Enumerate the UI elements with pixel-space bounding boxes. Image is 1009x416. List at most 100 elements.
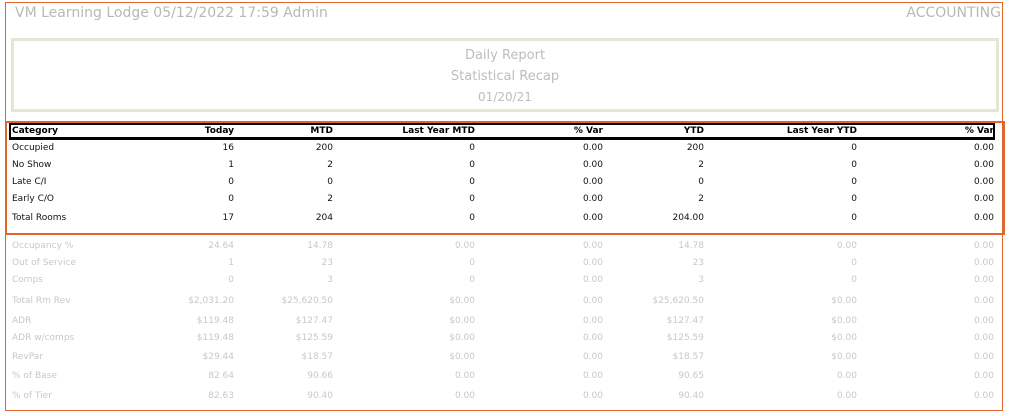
cell: 0 (698, 177, 704, 187)
cell: Comps (12, 275, 43, 285)
stats-row: Total Rm Rev $2,031.20 $25,620.50 $0.00 0.00… (0, 296, 1009, 312)
cell: $0.00 (831, 316, 857, 326)
cell: 3 (327, 275, 333, 285)
stats-row: % of Tier 82.63 90.40 0.00 0.00 90.40 0.00 0.00 (0, 391, 1009, 407)
cell: 0.00 (454, 241, 475, 251)
cell: 90.40 (678, 391, 704, 401)
cell: $0.00 (449, 352, 475, 362)
cell: 0.00 (582, 275, 603, 285)
report-subtitle: Statistical Recap (450, 69, 560, 84)
table-row: Total Rooms 17 204 0 0.00 204.00 0 0.00 (0, 213, 1009, 229)
cell: 0 (851, 177, 857, 187)
cell: 0.00 (836, 371, 857, 381)
cell: $127.47 (666, 316, 704, 326)
table-row: Early C/O 0 2 0 0.00 2 0 0.00 (0, 194, 1009, 210)
cell: 0.00 (454, 391, 475, 401)
cell: $0.00 (449, 316, 475, 326)
cell: $119.48 (196, 333, 234, 343)
table-row: Late C/I 0 0 0 0.00 0 0 0.00 (0, 177, 1009, 193)
stats-row: Out of Service 1 23 0 0.00 23 0 0.00 (0, 258, 1009, 274)
cell: Early C/O (12, 194, 54, 204)
cell: 82.64 (208, 371, 234, 381)
cell: % of Base (12, 371, 57, 381)
report-header-title: VM Learning Lodge 05/12/2022 17:59 Admin (15, 5, 328, 21)
cell: Late C/I (12, 177, 47, 187)
cell: RevPar (12, 352, 43, 362)
cell: 0 (327, 177, 333, 187)
cell: 0.00 (973, 316, 994, 326)
table-row: No Show 1 2 0 0.00 2 0 0.00 (0, 160, 1009, 176)
cell: 0.00 (582, 352, 603, 362)
cell: 82.63 (208, 391, 234, 401)
cell: 0 (469, 160, 475, 170)
cell: 23 (692, 258, 704, 268)
cell: 0.00 (973, 213, 994, 223)
cell: 0 (469, 194, 475, 204)
cell: 0.00 (973, 160, 994, 170)
cell: YTD (683, 126, 704, 136)
cell: 0.00 (973, 371, 994, 381)
cell: 90.65 (678, 371, 704, 381)
cell: 0 (228, 177, 234, 187)
cell: 0.00 (836, 391, 857, 401)
cell: 0.00 (582, 371, 603, 381)
stats-row: ADR w/comps $119.48 $125.59 $0.00 0.00 $125.5… (0, 333, 1009, 349)
cell: 23 (321, 258, 333, 268)
report-title-box: Daily Report Statistical Recap 01/20/21 (11, 38, 999, 112)
cell: 204 (315, 213, 333, 223)
cell: 0 (469, 258, 475, 268)
cell: $18.57 (672, 352, 705, 362)
cell: 14.78 (678, 241, 704, 251)
cell: $119.48 (196, 316, 234, 326)
cell: 0.00 (454, 371, 475, 381)
cell: $2,031.20 (188, 296, 234, 306)
cell: 0.00 (973, 177, 994, 187)
cell: 90.66 (307, 371, 333, 381)
cell: 1 (228, 160, 234, 170)
cell: 200 (686, 143, 704, 153)
cell: 16 (222, 143, 234, 153)
report-section-label: ACCOUNTING (906, 5, 1001, 21)
cell: 0 (469, 213, 475, 223)
cell: 0.00 (836, 241, 857, 251)
cell: No Show (12, 160, 52, 170)
cell: 0.00 (973, 241, 994, 251)
stats-row: % of Base 82.64 90.66 0.00 0.00 90.65 0.00 0.00 (0, 371, 1009, 387)
cell: $18.57 (301, 352, 334, 362)
cell: 0.00 (973, 296, 994, 306)
cell: Total Rm Rev (12, 296, 71, 306)
cell: 0.00 (582, 177, 603, 187)
cell: MTD (310, 126, 333, 136)
cell: 204.00 (672, 213, 705, 223)
report-title: Daily Report (464, 48, 546, 63)
cell: Last Year MTD (402, 126, 475, 136)
report-date: 01/20/21 (478, 90, 532, 104)
cell: 0.00 (973, 258, 994, 268)
cell: % Var (573, 126, 603, 136)
cell: ADR (12, 316, 32, 326)
cell: $125.59 (295, 333, 333, 343)
cell: 0.00 (973, 391, 994, 401)
cell: 3 (698, 275, 704, 285)
cell: 0.00 (582, 241, 603, 251)
cell: 0.00 (973, 143, 994, 153)
table-header-border (9, 123, 995, 140)
cell: Out of Service (12, 258, 76, 268)
cell: 0.00 (582, 316, 603, 326)
cell: 0 (851, 143, 857, 153)
cell: 0.00 (582, 391, 603, 401)
cell: $0.00 (449, 333, 475, 343)
stats-row: RevPar $29.44 $18.57 $0.00 0.00 $18.57 $0.00 0.… (0, 352, 1009, 368)
cell: 0 (851, 160, 857, 170)
cell: % of Tier (12, 391, 52, 401)
cell: Occupancy % (12, 241, 74, 251)
cell: $25,620.50 (281, 296, 333, 306)
cell: 1 (228, 258, 234, 268)
cell: 200 (315, 143, 333, 153)
cell: 0.00 (973, 194, 994, 204)
cell: Last Year YTD (786, 126, 857, 136)
cell: 17 (222, 213, 234, 223)
cell: $125.59 (666, 333, 704, 343)
cell: $0.00 (831, 296, 857, 306)
stats-row: ADR $119.48 $127.47 $0.00 0.00 $127.47 $0.00 0.… (0, 316, 1009, 332)
